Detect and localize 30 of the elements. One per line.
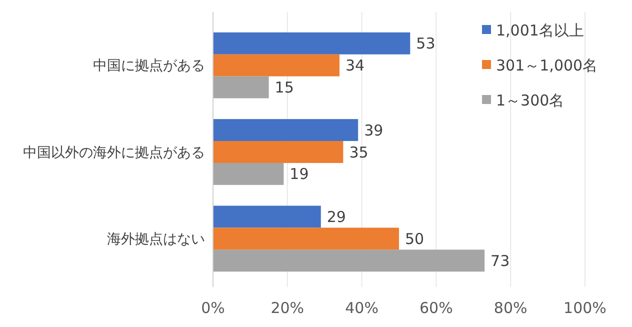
data-label: 50 bbox=[405, 230, 424, 248]
legend-label: 301～1,000名 bbox=[496, 56, 598, 74]
legend-label: 1,001名以上 bbox=[496, 21, 584, 40]
data-label: 39 bbox=[364, 121, 384, 140]
x-tick-label: 60% bbox=[420, 299, 453, 317]
y-tick-label: 中国に拠点がある bbox=[93, 58, 205, 74]
bar bbox=[213, 228, 399, 250]
data-label: 35 bbox=[349, 143, 368, 162]
x-tick-label: 80% bbox=[494, 299, 528, 317]
y-tick-label: 海外拠点はない bbox=[107, 232, 205, 248]
x-tick-label: 20% bbox=[270, 299, 304, 317]
legend-label: 1～300名 bbox=[496, 91, 564, 110]
bar bbox=[213, 141, 344, 163]
x-tick-label: 40% bbox=[345, 299, 378, 317]
x-tick-label: 0% bbox=[201, 299, 225, 317]
y-tick-label: 中国以外の海外に拠点がある bbox=[23, 144, 205, 161]
x-tick-label: 100% bbox=[564, 299, 606, 317]
bar bbox=[213, 76, 269, 98]
bar bbox=[213, 162, 284, 185]
data-label: 73 bbox=[490, 252, 510, 270]
bar bbox=[213, 206, 321, 228]
data-label: 15 bbox=[274, 78, 294, 97]
data-label: 34 bbox=[345, 56, 365, 75]
data-label: 53 bbox=[416, 34, 436, 53]
bar bbox=[213, 119, 358, 142]
bar bbox=[213, 54, 340, 76]
bar bbox=[213, 250, 485, 272]
data-label: 29 bbox=[326, 208, 346, 226]
bar bbox=[213, 32, 410, 54]
data-label: 19 bbox=[290, 165, 309, 184]
